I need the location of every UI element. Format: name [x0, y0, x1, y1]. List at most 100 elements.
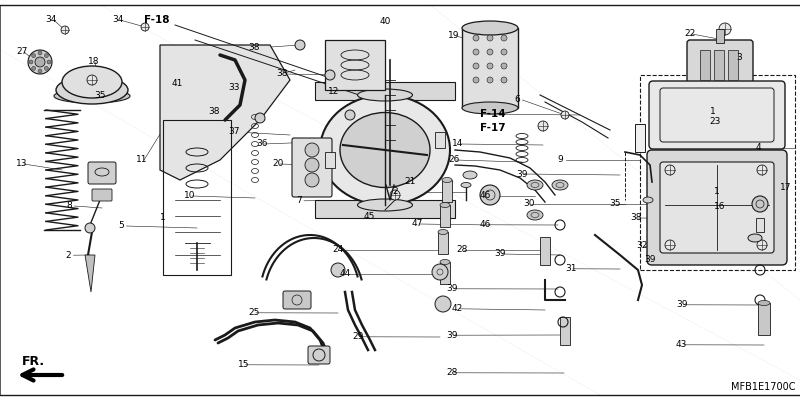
Text: 39: 39 [494, 250, 506, 258]
Text: 23: 23 [710, 118, 721, 126]
Circle shape [47, 60, 51, 64]
Text: 34: 34 [46, 16, 57, 24]
Text: 27: 27 [16, 48, 27, 56]
Text: 40: 40 [380, 18, 391, 26]
Text: 28: 28 [446, 368, 458, 377]
Text: 37: 37 [228, 128, 239, 136]
Circle shape [538, 121, 548, 131]
Circle shape [757, 240, 767, 250]
Ellipse shape [438, 230, 448, 234]
Ellipse shape [440, 202, 450, 208]
Circle shape [755, 200, 765, 210]
Text: 22: 22 [684, 30, 695, 38]
Text: 35: 35 [94, 92, 106, 100]
Text: 5: 5 [118, 222, 124, 230]
Text: 43: 43 [676, 340, 687, 349]
Circle shape [345, 110, 355, 120]
Text: 14: 14 [452, 140, 463, 148]
Text: 16: 16 [714, 202, 726, 211]
Circle shape [325, 70, 335, 80]
Text: 39: 39 [644, 256, 655, 264]
Circle shape [487, 77, 493, 83]
FancyBboxPatch shape [647, 150, 787, 265]
Ellipse shape [527, 210, 543, 220]
Ellipse shape [440, 260, 450, 264]
Circle shape [305, 143, 319, 157]
Bar [700, 50, 710, 80]
Circle shape [665, 240, 675, 250]
Ellipse shape [54, 89, 130, 103]
Text: 6: 6 [514, 96, 520, 104]
Ellipse shape [463, 171, 477, 179]
Bar [438, 232, 448, 254]
Text: 18: 18 [88, 58, 99, 66]
Text: 38: 38 [276, 70, 287, 78]
Circle shape [32, 66, 36, 70]
Text: 15: 15 [238, 360, 249, 369]
Bar [163, 120, 231, 275]
FancyBboxPatch shape [292, 138, 332, 197]
Circle shape [665, 165, 675, 175]
Circle shape [61, 26, 69, 34]
Circle shape [480, 185, 500, 205]
Text: 7: 7 [296, 196, 302, 205]
Text: 33: 33 [228, 84, 239, 92]
Ellipse shape [527, 180, 543, 190]
Text: 17: 17 [780, 184, 791, 192]
FancyBboxPatch shape [660, 162, 774, 253]
Text: 28: 28 [456, 246, 467, 254]
Circle shape [305, 158, 319, 172]
Circle shape [295, 40, 305, 50]
Text: 26: 26 [448, 156, 459, 164]
Circle shape [29, 60, 33, 64]
Bar [435, 132, 445, 148]
Bar [714, 50, 724, 80]
Text: 39: 39 [676, 300, 687, 309]
Text: 10: 10 [184, 192, 195, 200]
Text: 21: 21 [404, 178, 415, 186]
Circle shape [487, 35, 493, 41]
Circle shape [38, 69, 42, 73]
Bar [325, 40, 385, 90]
Text: 32: 32 [636, 242, 647, 250]
Circle shape [561, 111, 569, 119]
Circle shape [44, 66, 48, 70]
Text: 8: 8 [66, 202, 72, 210]
Circle shape [473, 77, 479, 83]
Bar [728, 50, 738, 80]
Text: 41: 41 [172, 80, 183, 88]
Text: FR.: FR. [22, 355, 45, 368]
Text: 44: 44 [340, 270, 351, 278]
Bar [442, 180, 452, 202]
Ellipse shape [320, 95, 450, 205]
Text: 46: 46 [480, 192, 491, 200]
Polygon shape [160, 45, 290, 180]
Text: 9: 9 [558, 156, 563, 164]
Circle shape [501, 35, 507, 41]
Ellipse shape [462, 102, 518, 114]
Text: 13: 13 [16, 160, 27, 168]
Bar [462, 28, 518, 108]
Circle shape [473, 63, 479, 69]
Text: MFB1E1700C: MFB1E1700C [730, 382, 795, 392]
Circle shape [487, 63, 493, 69]
Circle shape [141, 23, 149, 31]
Text: 35: 35 [610, 200, 621, 208]
Ellipse shape [358, 89, 413, 101]
Text: 1: 1 [160, 214, 166, 222]
Ellipse shape [62, 66, 122, 98]
Text: 46: 46 [480, 220, 491, 229]
Text: 2: 2 [392, 188, 398, 196]
Bar [315, 200, 455, 218]
Circle shape [35, 57, 45, 67]
FancyBboxPatch shape [283, 291, 311, 309]
Text: 42: 42 [452, 304, 463, 313]
Ellipse shape [462, 21, 518, 35]
Text: 45: 45 [364, 212, 375, 221]
Bar [560, 317, 570, 345]
Text: 1: 1 [714, 188, 720, 196]
FancyBboxPatch shape [92, 189, 112, 201]
Bar [325, 152, 335, 168]
FancyBboxPatch shape [687, 40, 753, 90]
Text: F-14: F-14 [480, 109, 506, 119]
